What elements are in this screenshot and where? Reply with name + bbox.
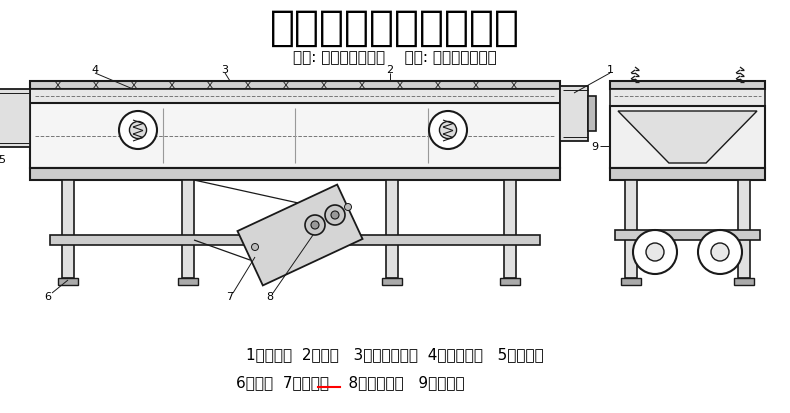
Text: 6、支架  7、电机板    8、振动电机   9、筛网架: 6、支架 7、电机板 8、振动电机 9、筛网架 <box>235 375 465 389</box>
Circle shape <box>344 204 352 211</box>
Bar <box>500 278 520 285</box>
Circle shape <box>698 230 742 274</box>
Circle shape <box>429 112 467 150</box>
Text: 诚信: 为自己创造价值    责任: 为用户创造价值: 诚信: 为自己创造价值 责任: 为用户创造价值 <box>293 50 497 65</box>
Text: 3: 3 <box>221 65 228 75</box>
Text: 9: 9 <box>592 142 599 152</box>
Bar <box>615 230 760 240</box>
Text: 1: 1 <box>607 65 614 75</box>
Bar <box>30 82 560 90</box>
Text: 外形结构图及技术参数: 外形结构图及技术参数 <box>270 7 520 49</box>
Bar <box>178 278 198 285</box>
Text: 7: 7 <box>227 291 234 301</box>
Text: 2: 2 <box>386 65 393 75</box>
Text: 5: 5 <box>0 154 6 165</box>
Bar <box>625 180 637 278</box>
Bar <box>386 180 398 278</box>
Polygon shape <box>618 112 757 164</box>
Bar <box>62 180 74 278</box>
Bar <box>182 180 194 278</box>
Bar <box>588 97 596 132</box>
Circle shape <box>325 206 345 225</box>
Bar <box>610 82 765 90</box>
Circle shape <box>251 244 258 251</box>
Circle shape <box>119 112 157 150</box>
Bar <box>50 235 540 245</box>
Circle shape <box>305 216 325 235</box>
Bar <box>30 169 560 180</box>
Bar <box>0 90 30 147</box>
Circle shape <box>439 122 457 139</box>
Circle shape <box>331 211 339 219</box>
Circle shape <box>130 122 147 139</box>
Bar <box>610 107 765 169</box>
Text: 1、进料口  2、筛箱   3、密封防尘盖  4、隔振弹簧   5、出料口: 1、进料口 2、筛箱 3、密封防尘盖 4、隔振弹簧 5、出料口 <box>246 347 544 362</box>
Text: 4: 4 <box>92 65 99 75</box>
Polygon shape <box>238 185 363 286</box>
Bar <box>382 278 402 285</box>
Text: 8: 8 <box>266 291 273 301</box>
Bar <box>734 278 754 285</box>
Bar <box>610 90 765 107</box>
Bar <box>30 90 560 104</box>
Bar <box>560 87 588 142</box>
Text: 6: 6 <box>44 291 51 301</box>
Circle shape <box>711 243 729 261</box>
Circle shape <box>311 221 319 230</box>
Circle shape <box>646 243 664 261</box>
Bar <box>30 104 560 169</box>
Bar <box>621 278 641 285</box>
Bar <box>738 180 750 278</box>
Bar <box>504 180 516 278</box>
Bar <box>610 169 765 180</box>
Circle shape <box>633 230 677 274</box>
Bar <box>58 278 78 285</box>
